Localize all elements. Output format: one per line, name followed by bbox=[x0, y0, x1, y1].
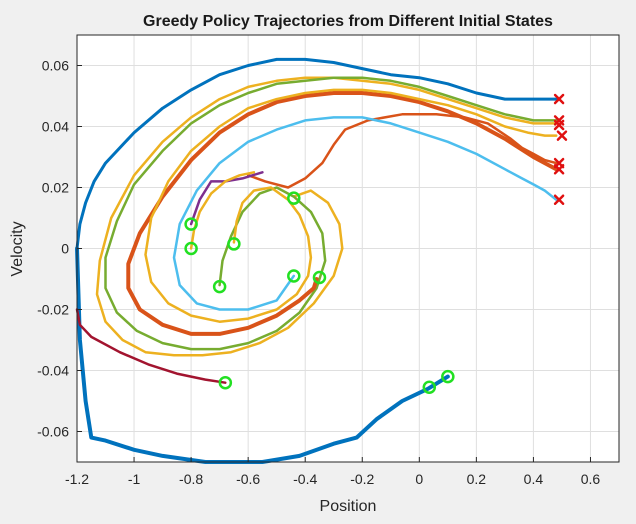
tick-layer: -1.2 -1 -0.8 -0.6 -0.4 -0.2 0 0.2 0.4 0.6 -0.06 -0.… bbox=[37, 58, 600, 488]
trajectory-line-2 bbox=[75, 57, 558, 250]
x-tick-label: 0.4 bbox=[524, 471, 544, 487]
x-tick-label: -0.6 bbox=[236, 471, 260, 487]
trajectory-line-4 bbox=[95, 76, 558, 357]
start-marker bbox=[422, 380, 437, 395]
series-layer bbox=[75, 57, 559, 464]
start-marker bbox=[218, 375, 233, 390]
end-marker bbox=[553, 119, 565, 131]
end-marker bbox=[553, 194, 565, 205]
start-marker bbox=[184, 241, 198, 256]
x-tick-label: 0 bbox=[415, 471, 423, 487]
x-tick-label: 0.6 bbox=[581, 471, 601, 487]
y-tick-label: 0 bbox=[61, 241, 69, 257]
y-tick-label: 0.06 bbox=[42, 58, 69, 74]
trajectory-line-5 bbox=[104, 76, 558, 351]
x-tick-label: -1 bbox=[128, 471, 141, 487]
x-tick-label: -0.8 bbox=[179, 471, 203, 487]
trajectory-line-10 bbox=[189, 171, 264, 226]
start-marker bbox=[287, 269, 301, 283]
y-axis-label: Velocity bbox=[9, 221, 26, 276]
start-marker bbox=[441, 369, 455, 384]
end-marker bbox=[556, 130, 568, 141]
end-marker bbox=[553, 163, 565, 175]
start-marker bbox=[227, 237, 241, 251]
trajectory-line-9 bbox=[172, 116, 558, 311]
y-tick-label: 0.04 bbox=[42, 119, 69, 135]
y-tick-label: -0.06 bbox=[37, 424, 69, 440]
trajectory-line-7 bbox=[246, 113, 558, 189]
trajectory-line-11 bbox=[189, 171, 256, 250]
trajectory-line-8 bbox=[144, 88, 558, 323]
chart-title: Greedy Policy Trajectories from Differen… bbox=[143, 13, 553, 30]
start-marker bbox=[184, 217, 198, 231]
x-tick-label: 0.2 bbox=[467, 471, 487, 487]
start-marker bbox=[312, 270, 327, 285]
x-axis-label: Position bbox=[320, 498, 377, 515]
y-tick-label: 0.02 bbox=[42, 180, 69, 196]
marker-layer bbox=[184, 93, 568, 395]
y-tick-label: -0.04 bbox=[37, 363, 69, 379]
x-tick-label: -1.2 bbox=[65, 471, 89, 487]
end-marker bbox=[553, 93, 565, 105]
x-tick-label: -0.2 bbox=[350, 471, 374, 487]
trajectory-line-3 bbox=[75, 308, 227, 384]
x-tick-label: -0.4 bbox=[293, 471, 317, 487]
start-marker bbox=[287, 191, 301, 205]
y-tick-label: -0.02 bbox=[37, 302, 69, 318]
start-marker bbox=[212, 279, 227, 294]
